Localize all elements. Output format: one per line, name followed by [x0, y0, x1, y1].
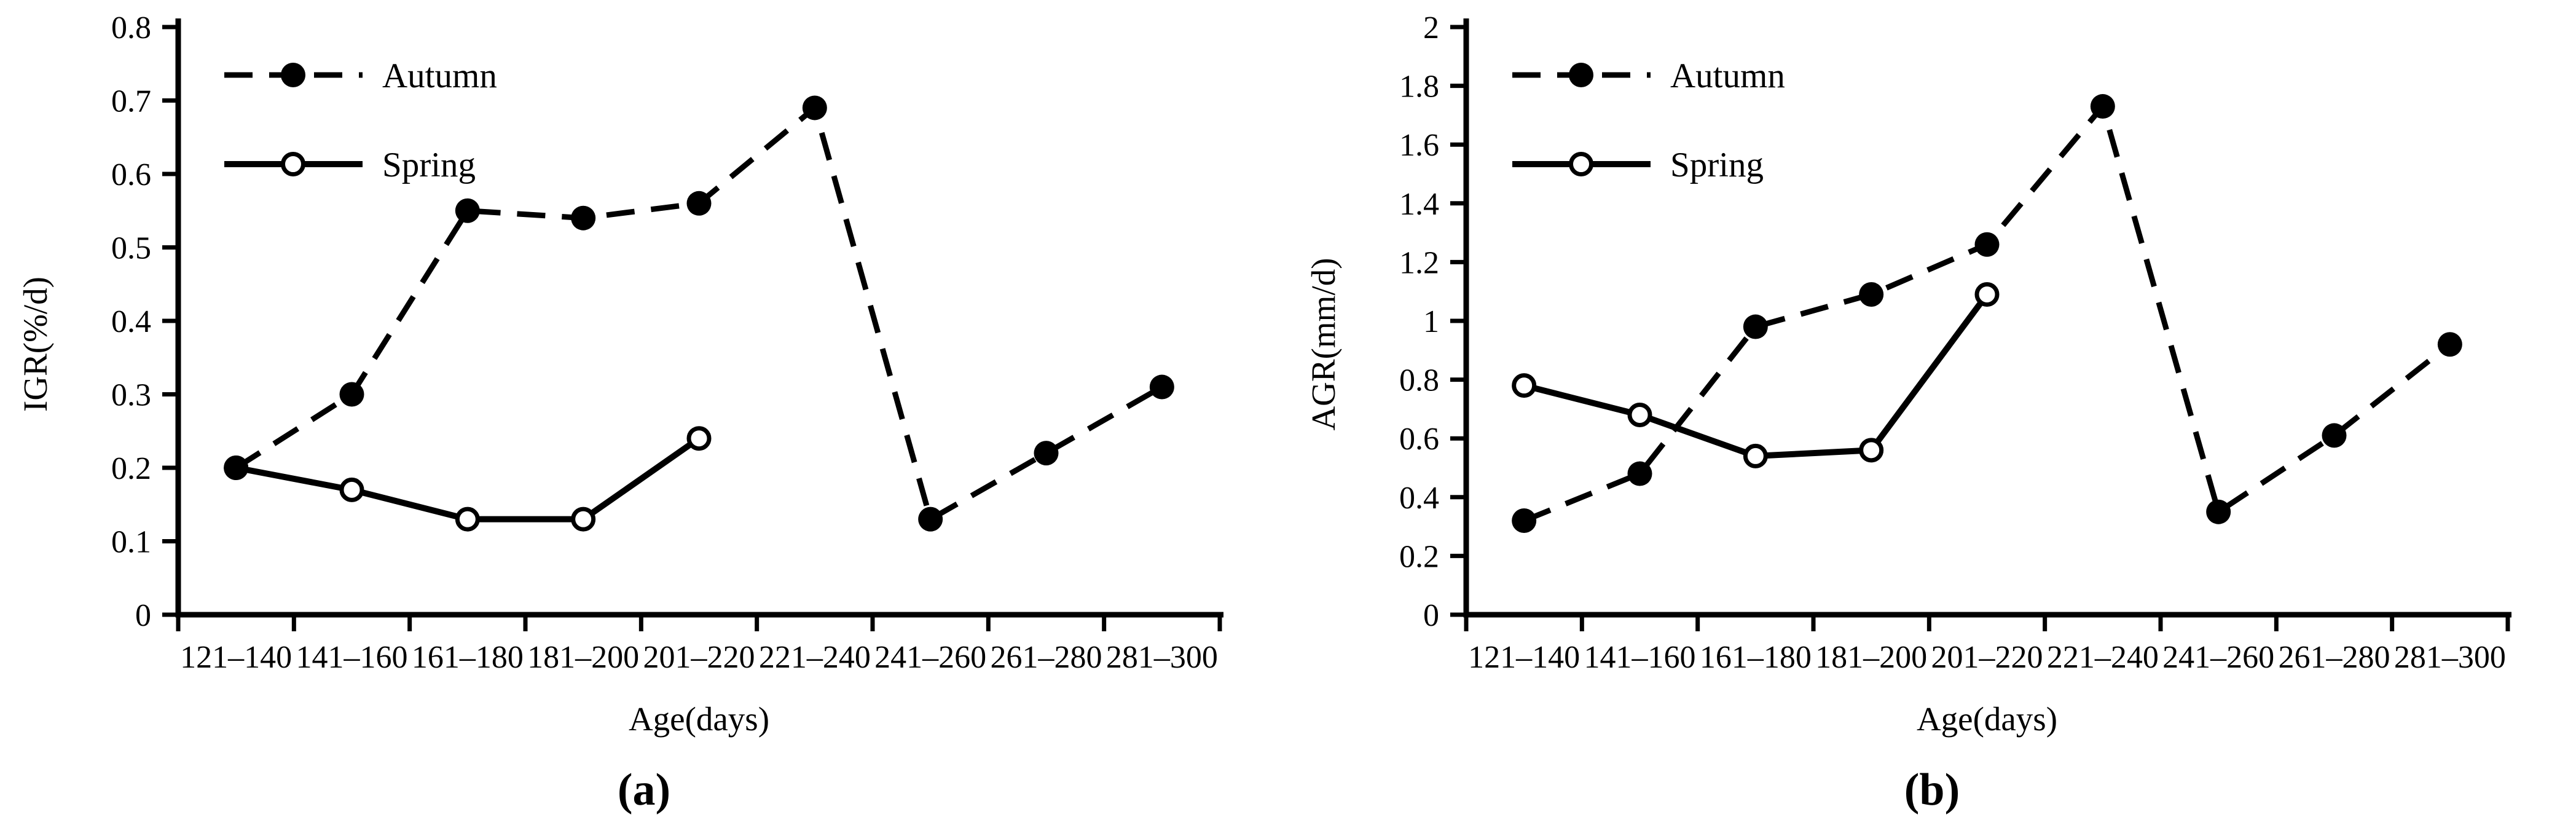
legend-b: Autumn Spring	[1512, 57, 1785, 184]
marker-autumn	[571, 205, 596, 231]
panel-b: 0 0.2 0.4 0.6 0.8 1 1.2 1.4 1.6 1.8 2 121–140 141–16…	[1288, 0, 2576, 836]
y-tick-label: 0.4	[1399, 481, 1439, 516]
x-category-label: 201–220	[643, 640, 755, 675]
marker-autumn	[2437, 332, 2462, 357]
marker-autumn	[1974, 232, 2000, 257]
y-tick-label: 1	[1423, 304, 1439, 339]
legend-marker-spring	[1569, 152, 1593, 176]
y-tick-label: 0.7	[111, 84, 151, 119]
y-tick-label: 1.2	[1399, 245, 1439, 280]
y-tick-label: 0	[135, 598, 151, 633]
marker-autumn	[2322, 423, 2347, 448]
legend-a: Autumn Spring	[224, 57, 497, 184]
legend-marker-spring	[281, 152, 305, 176]
y-tick-label: 0.6	[111, 157, 151, 192]
x-category-label: 221–240	[2047, 640, 2159, 675]
legend-label-spring: Spring	[1670, 146, 1764, 184]
x-category-label: 241–260	[2162, 640, 2274, 675]
marker-spring	[1627, 402, 1652, 427]
x-axis-title: Age(days)	[1917, 700, 2057, 738]
chart-b: 0 0.2 0.4 0.6 0.8 1 1.2 1.4 1.6 1.8 2 121–140 141–16…	[1288, 0, 2576, 756]
y-axis-title: IGR(%/d)	[17, 277, 54, 412]
marker-autumn	[1859, 282, 1884, 307]
marker-autumn	[918, 507, 943, 532]
x-category-label: 281–300	[2394, 640, 2506, 675]
chart-canvas-b: 0 0.2 0.4 0.6 0.8 1 1.2 1.4 1.6 1.8 2 121–140 141–16…	[1305, 10, 2511, 738]
legend-label-autumn: Autumn	[382, 57, 497, 95]
x-category-label: 161–180	[412, 640, 524, 675]
series-spring	[1512, 282, 2000, 468]
y-tick-label: 0.3	[111, 378, 151, 413]
y-tick-label: 0.4	[111, 304, 151, 339]
series-spring	[224, 426, 712, 532]
marker-spring	[1859, 438, 1884, 463]
series-autumn	[1512, 94, 2462, 534]
x-category-label: 201–220	[1931, 640, 2043, 675]
series-autumn	[224, 95, 1174, 532]
y-tick-label: 0.5	[111, 231, 151, 266]
chart-a: 0 0.1 0.2 0.3 0.4 0.5 0.6 0.7 0.8 121–140 141–160 1…	[0, 0, 1288, 756]
y-tick-label: 0.2	[1399, 539, 1439, 574]
x-category-label: 181–200	[527, 640, 639, 675]
marker-autumn	[224, 455, 249, 480]
series-line-autumn	[1523, 103, 2452, 524]
marker-spring	[686, 426, 712, 451]
marker-autumn	[1743, 314, 1768, 339]
y-tick-label: 1.4	[1399, 187, 1439, 222]
marker-spring	[1512, 373, 1537, 398]
x-axis-title: Age(days)	[629, 700, 769, 738]
legend-marker-autumn	[281, 63, 305, 87]
x-category-label: 141–160	[296, 640, 408, 675]
y-tick-label: 0.2	[111, 451, 151, 486]
y-tick-label: 1.6	[1399, 128, 1439, 163]
x-category-label: 241–260	[874, 640, 986, 675]
marker-autumn	[1627, 461, 1652, 486]
marker-spring	[571, 507, 596, 532]
y-tick-label: 0.1	[111, 525, 151, 560]
y-tick-label: 0.8	[1399, 363, 1439, 398]
legend-marker-autumn	[1569, 63, 1593, 87]
x-category-label: 141–160	[1584, 640, 1696, 675]
marker-spring	[1743, 443, 1768, 468]
x-category-label: 181–200	[1815, 640, 1927, 675]
marker-autumn	[1149, 374, 1174, 400]
caption-a: (a)	[617, 765, 671, 815]
x-category-label: 161–180	[1700, 640, 1812, 675]
y-tick-label: 0.8	[111, 10, 151, 45]
legend-label-spring: Spring	[382, 146, 476, 184]
caption-b: (b)	[1904, 765, 1960, 815]
y-tick-label: 1.8	[1399, 69, 1439, 104]
marker-autumn	[802, 95, 827, 120]
panel-a: 0 0.1 0.2 0.3 0.4 0.5 0.6 0.7 0.8 121–140 141–160 1…	[0, 0, 1288, 815]
marker-autumn	[1512, 508, 1537, 534]
marker-autumn	[1034, 441, 1059, 466]
y-tick-label: 2	[1423, 10, 1439, 45]
axes-b: 0 0.2 0.4 0.6 0.8 1 1.2 1.4 1.6 1.8 2 121–140 141–16…	[1305, 10, 2511, 738]
x-category-label: 121–140	[1468, 640, 1580, 675]
x-category-label: 281–300	[1106, 640, 1218, 675]
x-category-label: 221–240	[759, 640, 871, 675]
marker-spring	[1974, 282, 2000, 307]
series-line-autumn	[234, 104, 1164, 522]
x-category-label: 261–280	[2279, 640, 2390, 675]
marker-spring	[455, 507, 480, 532]
marker-autumn	[455, 198, 480, 223]
x-category-label: 121–140	[180, 640, 292, 675]
marker-autumn	[339, 382, 364, 407]
x-category-label: 261–280	[991, 640, 1102, 675]
marker-autumn	[686, 191, 712, 216]
marker-spring	[339, 477, 364, 502]
marker-autumn	[2206, 499, 2231, 524]
y-tick-label: 0.6	[1399, 422, 1439, 457]
legend-label-autumn: Autumn	[1670, 57, 1785, 95]
marker-autumn	[2090, 94, 2115, 119]
y-axis-title: AGR(mm/d)	[1305, 258, 1342, 430]
y-tick-label: 0	[1423, 598, 1439, 633]
